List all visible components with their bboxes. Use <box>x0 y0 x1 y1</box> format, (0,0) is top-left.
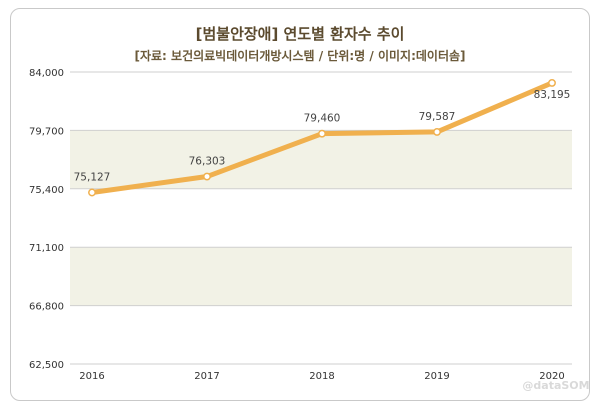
y-tick-label: 79,700 <box>29 126 64 137</box>
data-point <box>203 172 211 181</box>
watermark: @dataSOM <box>522 379 589 392</box>
chart-subtitle: [자료: 보건의료빅데이터개방시스템 / 단위:명 / 이미지:데이터솜] <box>134 49 466 63</box>
x-tick-label: 2020 <box>539 371 564 382</box>
data-label: 79,587 <box>419 111 456 123</box>
chart-frame: [범불안장애] 연도별 환자수 추이 [자료: 보건의료빅데이터개방시스템 / … <box>10 8 590 401</box>
chart-title: [범불안장애] 연도별 환자수 추이 <box>195 25 405 43</box>
data-point <box>88 188 96 197</box>
x-tick-label: 2016 <box>79 371 104 382</box>
y-tick-label: 71,100 <box>29 243 64 254</box>
x-tick-label: 2018 <box>309 371 334 382</box>
data-point <box>548 78 556 87</box>
y-tick-label: 84,000 <box>29 68 64 79</box>
data-label: 83,195 <box>534 89 571 101</box>
grid-band <box>70 247 572 306</box>
grid-band <box>70 130 572 189</box>
data-point <box>433 127 441 136</box>
data-label: 79,460 <box>304 113 341 125</box>
data-label: 75,127 <box>74 172 111 184</box>
y-tick-label: 62,500 <box>29 360 64 371</box>
data-point <box>318 129 326 138</box>
x-tick-label: 2019 <box>424 371 449 382</box>
y-tick-label: 66,800 <box>29 302 64 313</box>
y-tick-label: 75,400 <box>29 185 64 196</box>
data-label: 76,303 <box>189 156 226 168</box>
x-tick-label: 2017 <box>194 371 219 382</box>
